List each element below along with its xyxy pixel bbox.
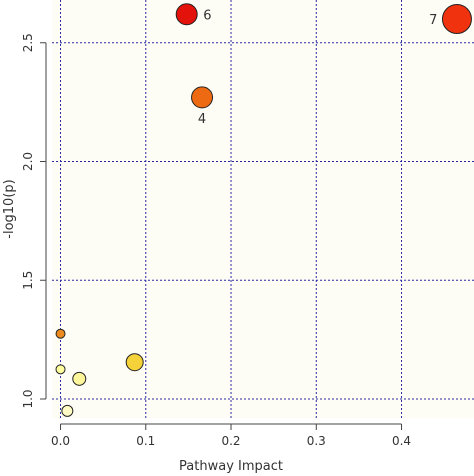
plot-area-background [52,0,474,418]
x-tick-label-0: 0.0 [51,434,70,448]
data-point-4[interactable] [55,364,66,375]
y-tick-label-3: 2.5 [21,33,35,52]
x-tick-label-1: 0.1 [136,434,155,448]
data-point-0[interactable] [175,3,198,26]
grid-layer [52,0,474,418]
x-tick-label-3: 0.3 [307,434,326,448]
y-axis-label: -log10(p) [2,179,17,238]
ticks-layer: 0.0 0.1 0.2 0.3 0.4 1.0 1.5 2.0 2.5 [21,33,411,448]
y-tick-label-2: 2.0 [21,152,35,171]
data-point-5[interactable] [72,371,87,386]
data-point-6[interactable] [125,353,144,372]
data-point-7[interactable] [61,404,74,417]
x-tick-label-4: 0.4 [392,434,411,448]
y-tick-label-0: 1.0 [21,389,35,408]
points-layer: 6 4 7 [55,3,472,417]
data-point-1[interactable] [191,86,214,109]
x-tick-label-2: 0.2 [221,434,240,448]
y-tick-label-1: 1.5 [21,271,35,290]
data-point-label-7: 7 [429,13,437,28]
data-point-3[interactable] [55,328,66,339]
data-point-label-4: 4 [198,112,206,127]
data-point-2[interactable] [441,4,472,34]
x-axis-label: Pathway Impact [179,459,283,474]
data-point-label-6: 6 [203,8,211,23]
